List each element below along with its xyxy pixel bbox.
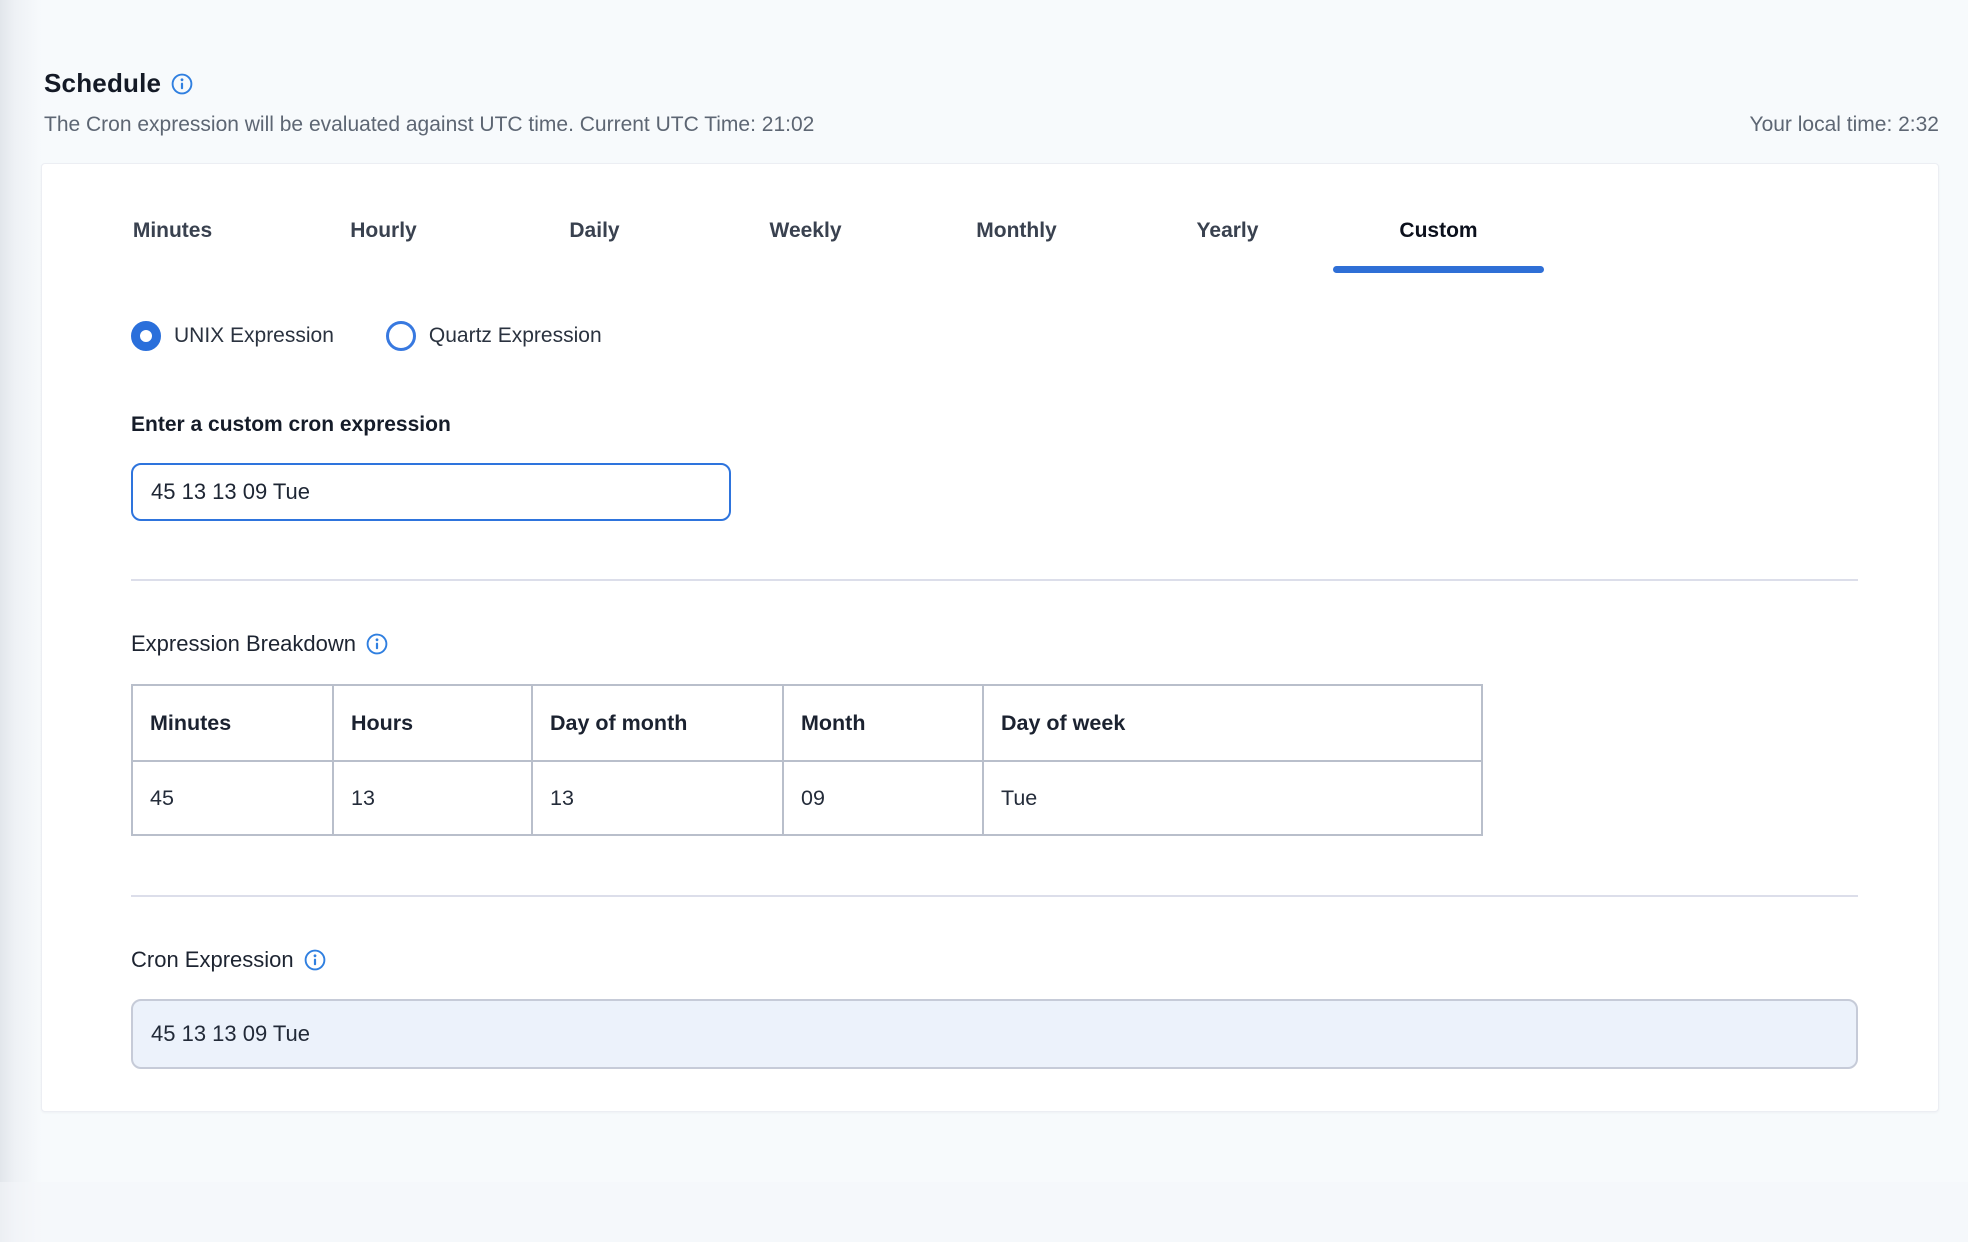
- table-header-cell: Month: [782, 684, 984, 762]
- cron-expression-heading: Cron Expression: [131, 947, 326, 973]
- table-header-row: Minutes Hours Day of month Month Day of week: [131, 684, 1483, 762]
- tab-label: Daily: [569, 219, 620, 242]
- tab-label: Custom: [1399, 219, 1478, 242]
- custom-cron-input[interactable]: [131, 463, 731, 521]
- expression-breakdown-table: Minutes Hours Day of month Month Day of week…: [131, 684, 1483, 836]
- info-icon[interactable]: [171, 73, 193, 95]
- radio-button-icon[interactable]: [131, 321, 161, 351]
- radio-option-quartz-expression[interactable]: Quartz Expression: [385, 321, 602, 351]
- cron-expression-title: Cron Expression: [131, 947, 294, 972]
- table-cell: 13: [332, 760, 533, 836]
- footer-band: [0, 1182, 1968, 1242]
- info-icon[interactable]: [304, 949, 326, 971]
- table-header-cell: Minutes: [131, 684, 334, 762]
- table-row: 45 13 13 09 Tue: [131, 760, 1483, 836]
- expression-type-radio-group: UNIX Expression Quartz Expression: [131, 321, 602, 351]
- tab-label: Yearly: [1196, 219, 1259, 242]
- expression-breakdown-heading: Expression Breakdown: [131, 631, 388, 657]
- tab-yearly[interactable]: Yearly: [1122, 206, 1333, 273]
- table-header-cell: Day of week: [982, 684, 1483, 762]
- divider: [131, 895, 1858, 897]
- info-icon[interactable]: [366, 633, 388, 655]
- tab-monthly[interactable]: Monthly: [911, 206, 1122, 273]
- radio-label: Quartz Expression: [428, 324, 602, 347]
- schedule-header: Schedule The Cron expression will be eva…: [44, 68, 1939, 137]
- local-time-text: Your local time: 2:32: [1749, 113, 1939, 136]
- tab-hourly[interactable]: Hourly: [278, 206, 489, 273]
- table-cell: Tue: [982, 760, 1483, 836]
- tab-minutes[interactable]: Minutes: [67, 206, 278, 273]
- active-tab-underline: [1333, 266, 1544, 273]
- radio-label: UNIX Expression: [174, 324, 334, 347]
- utc-time-subtitle: The Cron expression will be evaluated ag…: [44, 113, 815, 136]
- cron-expression-readonly-field[interactable]: 45 13 13 09 Tue: [131, 999, 1858, 1069]
- table-header-cell: Day of month: [531, 684, 784, 762]
- panel-edge-shadow: [0, 0, 42, 1242]
- divider: [131, 579, 1858, 581]
- radio-button-icon[interactable]: [385, 321, 416, 351]
- table-cell: 45: [131, 760, 334, 836]
- cron-expression-value: 45 13 13 09 Tue: [151, 1021, 311, 1046]
- radio-option-unix-expression[interactable]: UNIX Expression: [131, 321, 334, 351]
- tab-weekly[interactable]: Weekly: [700, 206, 911, 273]
- expression-breakdown-title: Expression Breakdown: [131, 631, 357, 656]
- page-title: Schedule: [44, 68, 162, 98]
- table-cell: 09: [782, 760, 984, 836]
- tab-label: Weekly: [769, 219, 842, 242]
- tab-label: Hourly: [350, 219, 417, 242]
- schedule-card: Minutes Hourly Daily Weekly Monthly Yearly Cus…: [41, 163, 1939, 1112]
- tab-custom[interactable]: Custom: [1333, 206, 1544, 273]
- schedule-tabs: Minutes Hourly Daily Weekly Monthly Yearly Cus…: [67, 206, 1544, 273]
- tab-daily[interactable]: Daily: [489, 206, 700, 273]
- table-header-cell: Hours: [332, 684, 533, 762]
- custom-cron-label: Enter a custom cron expression: [131, 413, 451, 436]
- tab-label: Monthly: [976, 219, 1057, 242]
- table-cell: 13: [531, 760, 784, 836]
- tab-label: Minutes: [132, 219, 213, 242]
